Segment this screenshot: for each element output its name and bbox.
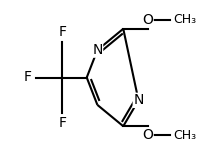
Text: CH₃: CH₃: [173, 13, 197, 26]
Text: N: N: [92, 43, 102, 57]
Text: F: F: [58, 116, 66, 130]
Text: CH₃: CH₃: [173, 129, 197, 142]
Text: O: O: [142, 13, 153, 27]
Text: O: O: [142, 128, 153, 142]
Text: N: N: [133, 93, 144, 107]
Text: F: F: [58, 25, 66, 39]
Text: F: F: [23, 71, 31, 84]
